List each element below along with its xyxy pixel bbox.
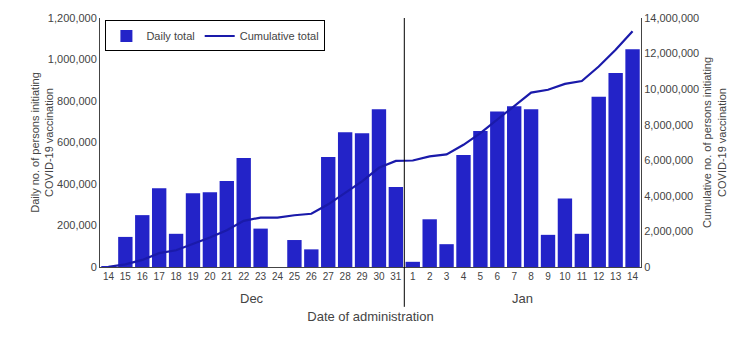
svg-text:12,000,000: 12,000,000 xyxy=(644,47,699,59)
svg-text:24: 24 xyxy=(272,271,284,282)
svg-text:20: 20 xyxy=(204,271,216,282)
svg-text:13: 13 xyxy=(610,271,622,282)
svg-text:6: 6 xyxy=(495,271,501,282)
svg-text:1,200,000: 1,200,000 xyxy=(48,12,97,24)
svg-text:Dec: Dec xyxy=(240,291,264,306)
svg-text:4: 4 xyxy=(461,271,467,282)
svg-text:10: 10 xyxy=(559,271,571,282)
svg-text:25: 25 xyxy=(289,271,301,282)
svg-text:19: 19 xyxy=(187,271,199,282)
svg-text:8,000,000: 8,000,000 xyxy=(644,119,693,131)
svg-text:28: 28 xyxy=(340,271,352,282)
svg-text:Daily no. of persons initiatin: Daily no. of persons initiatingCOVID-19 … xyxy=(29,72,55,213)
svg-text:10,000,000: 10,000,000 xyxy=(644,83,699,95)
svg-text:200,000: 200,000 xyxy=(57,219,97,231)
svg-text:Date of administration: Date of administration xyxy=(307,309,433,324)
svg-text:21: 21 xyxy=(221,271,233,282)
svg-text:12: 12 xyxy=(593,271,605,282)
svg-text:22: 22 xyxy=(238,271,250,282)
svg-text:3: 3 xyxy=(444,271,450,282)
svg-text:Daily total: Daily total xyxy=(146,30,194,42)
svg-text:14: 14 xyxy=(103,271,115,282)
svg-text:5: 5 xyxy=(478,271,484,282)
svg-text:30: 30 xyxy=(373,271,385,282)
svg-text:600,000: 600,000 xyxy=(57,136,97,148)
svg-text:16: 16 xyxy=(137,271,149,282)
svg-text:14,000,000: 14,000,000 xyxy=(644,12,699,24)
svg-text:17: 17 xyxy=(154,271,166,282)
svg-text:18: 18 xyxy=(171,271,183,282)
svg-text:Jan: Jan xyxy=(512,291,533,306)
svg-text:8: 8 xyxy=(528,271,534,282)
svg-text:1,000,000: 1,000,000 xyxy=(48,53,97,65)
svg-text:15: 15 xyxy=(120,271,132,282)
svg-text:23: 23 xyxy=(255,271,267,282)
svg-text:29: 29 xyxy=(356,271,368,282)
svg-text:14: 14 xyxy=(627,271,639,282)
svg-text:4,000,000: 4,000,000 xyxy=(644,190,693,202)
svg-text:11: 11 xyxy=(577,271,588,282)
svg-text:0: 0 xyxy=(644,261,650,273)
svg-text:6,000,000: 6,000,000 xyxy=(644,154,693,166)
svg-text:Cumulative total: Cumulative total xyxy=(240,30,319,42)
svg-text:Cumulative no. of persons init: Cumulative no. of persons initiatingCOVI… xyxy=(701,57,727,228)
svg-text:800,000: 800,000 xyxy=(57,95,97,107)
svg-text:26: 26 xyxy=(306,271,318,282)
svg-text:0: 0 xyxy=(91,261,97,273)
svg-text:1: 1 xyxy=(410,271,416,282)
svg-text:9: 9 xyxy=(545,271,551,282)
svg-text:27: 27 xyxy=(323,271,335,282)
svg-text:2,000,000: 2,000,000 xyxy=(644,225,693,237)
svg-text:400,000: 400,000 xyxy=(57,178,97,190)
svg-text:2: 2 xyxy=(427,271,433,282)
svg-text:31: 31 xyxy=(390,271,402,282)
svg-text:7: 7 xyxy=(511,271,517,282)
